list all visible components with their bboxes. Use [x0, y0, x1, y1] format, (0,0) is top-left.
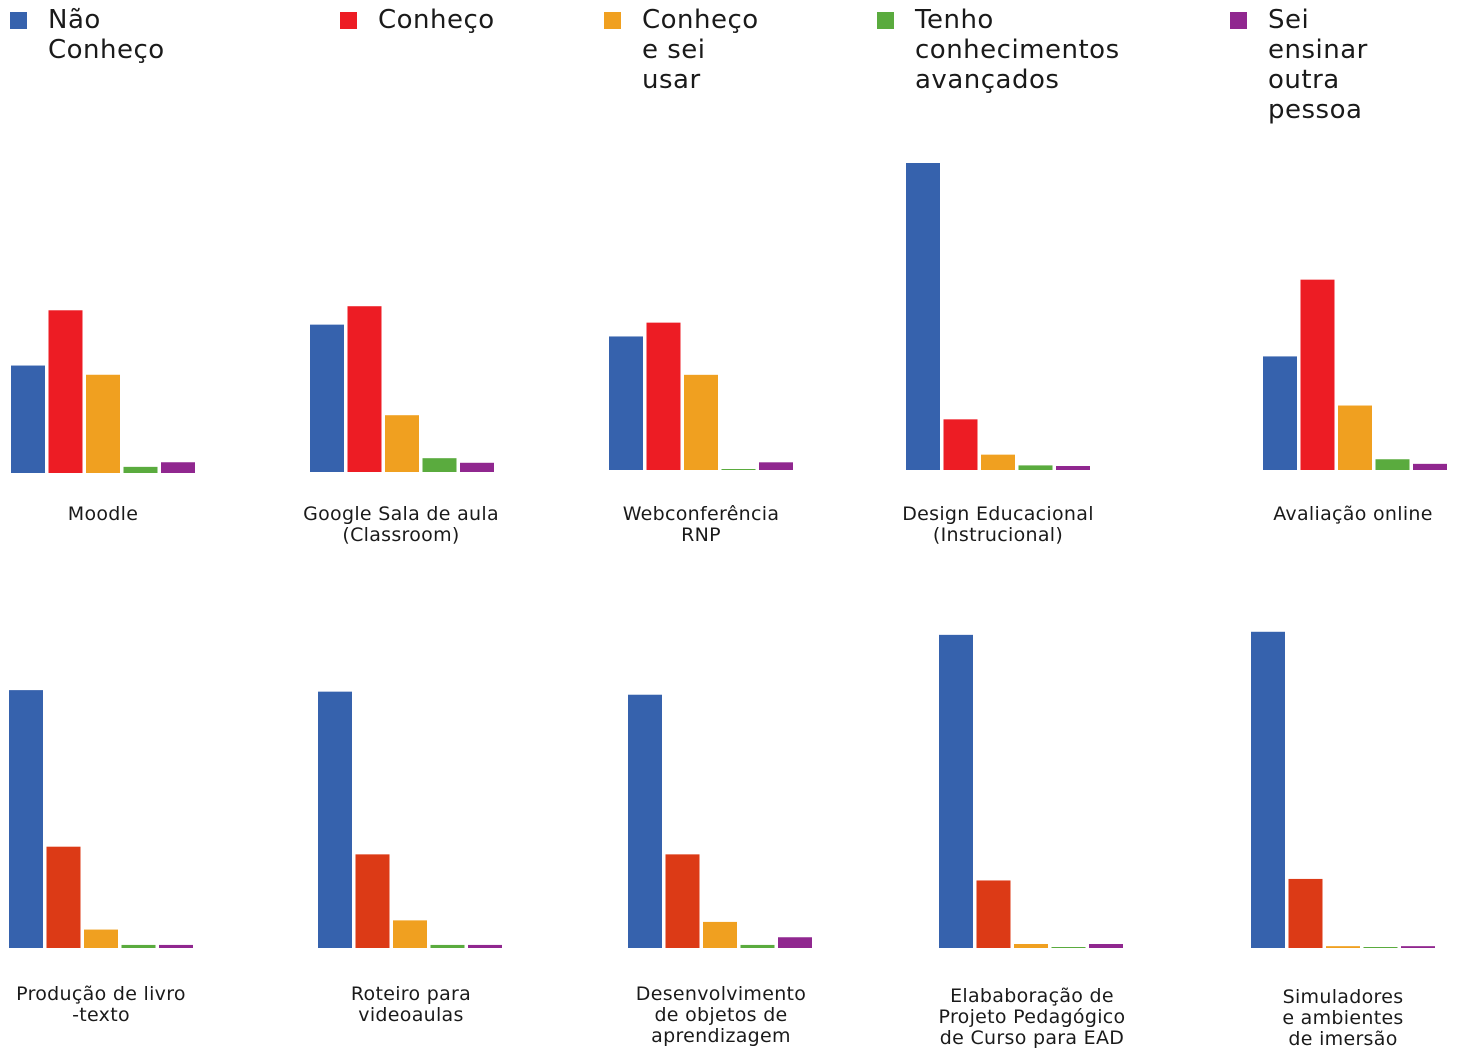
- legend-swatch-icon: [604, 12, 621, 29]
- legend-label: Sei ensinar outra pessoa: [1268, 5, 1368, 125]
- chart-category-label: Google Sala de aula (Classroom): [303, 503, 499, 546]
- bar-conhe-o: [1288, 878, 1323, 948]
- legend-label: Conheço e sei usar: [642, 5, 759, 95]
- bar-n-o-conhe-o: [939, 634, 973, 948]
- chart-panel: Desenvolvimento de objetos de aprendizagem: [628, 694, 812, 1047]
- bar-conhe-o: [355, 854, 390, 948]
- bar-tenho-conhecimentos-avan-ados: [422, 458, 457, 472]
- bar-n-o-conhe-o: [11, 365, 45, 473]
- bar-conhe-o-e-sei-usar: [1338, 405, 1372, 470]
- chart-panel: Simuladores e ambientes de imersão: [1251, 631, 1435, 1050]
- legend-swatch-icon: [1230, 12, 1247, 29]
- bar-conhe-o-e-sei-usar: [981, 454, 1015, 470]
- chart-category-label: Produção de livro -texto: [16, 983, 186, 1026]
- bar-sei-ensinar-outra-pessoa: [778, 937, 812, 948]
- bar-n-o-conhe-o: [609, 336, 643, 470]
- bar-conhe-o: [46, 846, 81, 948]
- bar-n-o-conhe-o: [9, 690, 43, 948]
- chart-panel: Elababoração de Projeto Pedagógico de Curs…: [939, 634, 1126, 1049]
- legend-label: Tenho conhecimentos avançados: [915, 5, 1120, 95]
- bar-sei-ensinar-outra-pessoa: [1401, 946, 1435, 948]
- chart-category-label: Roteiro para videoaulas: [351, 983, 471, 1026]
- legend: Não Conheço Conheço Conheço e sei usar T…: [0, 0, 1468, 125]
- bar-conhe-o: [976, 880, 1011, 948]
- chart-category-label: Moodle: [68, 503, 138, 525]
- chart-category-label: Avaliação online: [1273, 503, 1432, 525]
- bar-tenho-conhecimentos-avan-ados: [721, 469, 756, 470]
- chart-panel: Moodle: [11, 310, 195, 525]
- bar-sei-ensinar-outra-pessoa: [1089, 944, 1123, 948]
- chart-panel: Avaliação online: [1263, 279, 1447, 525]
- bar-conhe-o: [943, 419, 978, 470]
- legend-swatch-icon: [340, 12, 357, 29]
- chart-panel: Design Educacional (Instrucional): [902, 163, 1094, 546]
- bar-n-o-conhe-o: [310, 324, 344, 472]
- bar-sei-ensinar-outra-pessoa: [1056, 466, 1090, 470]
- bar-sei-ensinar-outra-pessoa: [159, 944, 193, 948]
- bar-tenho-conhecimentos-avan-ados: [740, 944, 775, 948]
- bar-conhe-o-e-sei-usar: [385, 415, 419, 472]
- chart-panel: Produção de livro -texto: [9, 690, 193, 1026]
- bar-conhe-o-e-sei-usar: [393, 920, 427, 948]
- chart-panel: Roteiro para videoaulas: [318, 691, 502, 1026]
- bar-tenho-conhecimentos-avan-ados: [1018, 465, 1053, 470]
- bar-tenho-conhecimentos-avan-ados: [1051, 947, 1086, 948]
- bar-tenho-conhecimentos-avan-ados: [1363, 947, 1398, 948]
- chart-category-label: Design Educacional (Instrucional): [902, 503, 1094, 546]
- bar-conhe-o-e-sei-usar: [1326, 946, 1360, 948]
- bar-conhe-o: [1300, 279, 1335, 470]
- bar-conhe-o-e-sei-usar: [1014, 944, 1048, 948]
- bar-conhe-o-e-sei-usar: [86, 374, 120, 473]
- chart-category-label: Elababoração de Projeto Pedagógico de Curs…: [939, 985, 1126, 1049]
- bar-tenho-conhecimentos-avan-ados: [1375, 459, 1410, 470]
- chart-category-label: Desenvolvimento de objetos de aprendizagem: [636, 983, 806, 1047]
- chart-category-label: Webconferência RNP: [623, 503, 780, 546]
- bar-n-o-conhe-o: [1263, 356, 1297, 470]
- bar-tenho-conhecimentos-avan-ados: [430, 944, 465, 948]
- bar-n-o-conhe-o: [628, 694, 662, 948]
- bar-tenho-conhecimentos-avan-ados: [121, 944, 156, 948]
- legend-label: Conheço: [378, 5, 495, 35]
- bar-sei-ensinar-outra-pessoa: [460, 462, 494, 472]
- legend-label: Não Conheço: [48, 5, 165, 65]
- legend-swatch-icon: [877, 12, 894, 29]
- bar-conhe-o-e-sei-usar: [84, 929, 118, 948]
- bar-tenho-conhecimentos-avan-ados: [123, 466, 158, 473]
- chart-category-label: Simuladores e ambientes de imersão: [1282, 986, 1403, 1050]
- bar-n-o-conhe-o: [906, 163, 940, 470]
- chart-panel: Webconferência RNP: [609, 322, 793, 546]
- bar-conhe-o: [646, 322, 681, 470]
- bar-conhe-o: [48, 310, 83, 473]
- legend-swatch-icon: [10, 12, 27, 29]
- bar-n-o-conhe-o: [1251, 631, 1285, 948]
- bar-conhe-o: [665, 854, 700, 948]
- bar-sei-ensinar-outra-pessoa: [468, 944, 502, 948]
- bar-sei-ensinar-outra-pessoa: [161, 462, 195, 473]
- bar-sei-ensinar-outra-pessoa: [1413, 463, 1447, 470]
- bar-n-o-conhe-o: [318, 691, 352, 948]
- bar-conhe-o-e-sei-usar: [684, 374, 718, 470]
- bar-sei-ensinar-outra-pessoa: [759, 462, 793, 470]
- bar-conhe-o-e-sei-usar: [703, 921, 737, 948]
- bar-conhe-o: [347, 306, 382, 472]
- chart-panel: Google Sala de aula (Classroom): [303, 306, 499, 546]
